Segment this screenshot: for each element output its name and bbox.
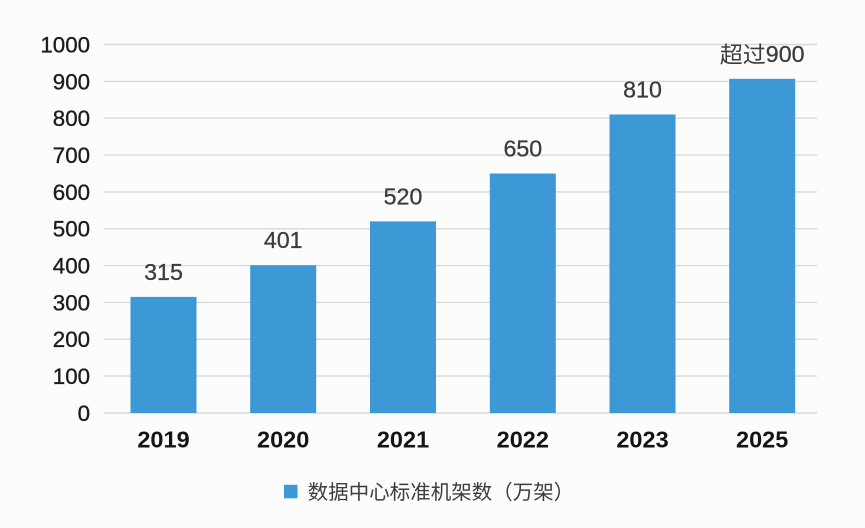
svg-text:2021: 2021: [377, 427, 429, 453]
svg-text:800: 800: [53, 106, 90, 131]
svg-text:900: 900: [53, 69, 90, 94]
svg-text:2019: 2019: [137, 427, 189, 453]
svg-text:2022: 2022: [497, 427, 549, 453]
svg-text:300: 300: [53, 290, 90, 315]
svg-text:700: 700: [53, 143, 90, 168]
svg-text:500: 500: [53, 217, 90, 242]
svg-text:315: 315: [144, 259, 183, 285]
svg-text:100: 100: [53, 364, 90, 389]
svg-text:401: 401: [264, 227, 303, 253]
svg-text:400: 400: [53, 254, 90, 279]
svg-text:2020: 2020: [257, 427, 309, 453]
svg-text:200: 200: [53, 327, 90, 352]
svg-text:2023: 2023: [616, 427, 668, 453]
svg-text:1000: 1000: [40, 32, 90, 57]
svg-text:2025: 2025: [736, 427, 788, 453]
svg-text:0: 0: [78, 401, 90, 426]
svg-text:900: 900: [766, 41, 805, 67]
svg-text:600: 600: [53, 180, 90, 205]
svg-text:810: 810: [623, 77, 662, 103]
svg-text:650: 650: [503, 136, 542, 162]
svg-text:520: 520: [384, 183, 423, 209]
